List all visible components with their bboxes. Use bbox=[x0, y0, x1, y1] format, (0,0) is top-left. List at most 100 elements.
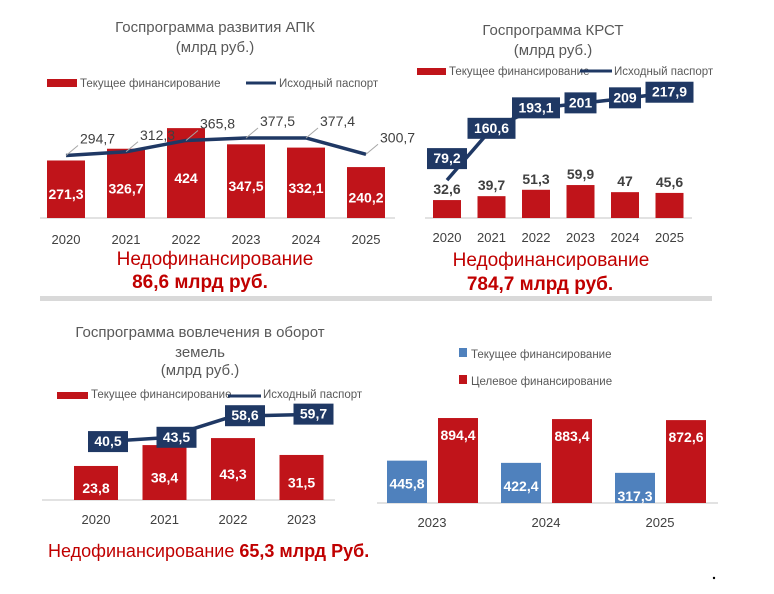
line-value-label: 193,1 bbox=[518, 99, 553, 115]
bar-value-label: 38,4 bbox=[151, 470, 178, 486]
line-value-box bbox=[467, 117, 516, 139]
chart-subtitle: (млрд руб.) bbox=[176, 39, 255, 56]
line-value-box bbox=[512, 97, 560, 119]
bar bbox=[347, 167, 385, 218]
line-series bbox=[65, 136, 367, 158]
bar-value-label: 51,3 bbox=[522, 171, 549, 187]
bar-value-label: 883,4 bbox=[554, 428, 589, 444]
legend-label-line: Исходный паспорт bbox=[263, 389, 363, 401]
chart-subtitle: (млрд руб.) bbox=[161, 362, 240, 379]
x-tick-label: 2023 bbox=[566, 230, 595, 245]
chart-land: Госпрограмма вовлечения в оборот земель … bbox=[42, 324, 369, 561]
label-leader bbox=[245, 127, 259, 139]
x-tick-label: 2023 bbox=[287, 512, 316, 527]
bar-value-label: 31,5 bbox=[288, 474, 315, 490]
bar-value-label: 894,4 bbox=[440, 427, 475, 443]
bar bbox=[287, 147, 325, 218]
bar-value-label: 59,9 bbox=[567, 166, 594, 182]
line-value-label: 377,4 bbox=[320, 113, 355, 129]
bar bbox=[438, 418, 478, 503]
bar-value-label: 39,7 bbox=[478, 177, 505, 193]
legend-label-line: Исходный паспорт bbox=[614, 66, 714, 78]
chart-title: Госпрограмма развития АПК bbox=[115, 19, 315, 36]
line-value-label: 209 bbox=[613, 89, 637, 105]
x-tick-label: 2025 bbox=[646, 515, 675, 530]
x-tick-label: 2020 bbox=[82, 512, 111, 527]
line-value-label: 40,5 bbox=[94, 433, 121, 449]
x-tick-label: 2023 bbox=[232, 232, 261, 247]
x-tick-label: 2020 bbox=[433, 230, 462, 245]
x-tick-label: 2025 bbox=[352, 232, 381, 247]
bar-value-label: 45,6 bbox=[656, 174, 683, 190]
legend-swatch-target bbox=[459, 375, 467, 384]
legend-swatch-bar bbox=[57, 392, 88, 399]
legend-swatch-current bbox=[459, 348, 467, 357]
deficit-note: Недофинансирование 65,3 млрд Руб. bbox=[48, 541, 369, 561]
legend-label-bar: Текущее финансирование bbox=[449, 66, 590, 78]
label-leader bbox=[185, 130, 199, 141]
line-value-label: 58,6 bbox=[231, 407, 258, 423]
line-value-box bbox=[225, 405, 265, 427]
deficit-label: Недофинансирование bbox=[48, 541, 239, 561]
bar bbox=[566, 185, 595, 218]
bar bbox=[522, 189, 550, 218]
line-value-label: 365,8 bbox=[200, 115, 235, 131]
legend-swatch-bar bbox=[47, 79, 77, 87]
x-tick-label: 2021 bbox=[150, 512, 179, 527]
chart-apk: Госпрограмма развития АПК (млрд руб.) Те… bbox=[40, 19, 415, 293]
bar bbox=[611, 192, 639, 218]
bar-value-label: 872,6 bbox=[668, 429, 703, 445]
line-series bbox=[95, 412, 302, 444]
x-tick-label: 2023 bbox=[418, 515, 447, 530]
bar-value-label: 347,5 bbox=[228, 178, 263, 194]
bar bbox=[279, 454, 324, 500]
label-leader bbox=[305, 127, 319, 139]
line-value-box bbox=[88, 431, 128, 453]
x-tick-label: 2021 bbox=[477, 230, 506, 245]
bar bbox=[387, 460, 427, 503]
bar bbox=[477, 196, 506, 218]
x-tick-label: 2021 bbox=[112, 232, 141, 247]
label-leader bbox=[65, 145, 79, 156]
deficit-value: 86,6 млрд руб. bbox=[132, 272, 268, 293]
line-value-label: 294,7 bbox=[80, 131, 115, 147]
bar-value-label: 23,8 bbox=[82, 480, 109, 496]
dot bbox=[712, 576, 716, 580]
x-tick-label: 2022 bbox=[219, 512, 248, 527]
deficit-label: Недофинансирование bbox=[117, 249, 314, 270]
deficit-value: 784,7 млрд руб. bbox=[467, 274, 613, 295]
chart-krst: Госпрограмма КРСТ (млрд руб.) Текущее фи… bbox=[417, 22, 714, 295]
bar bbox=[552, 419, 592, 503]
bar bbox=[501, 462, 541, 503]
bar bbox=[47, 160, 85, 218]
line-value-label: 300,7 bbox=[380, 129, 415, 145]
x-tick-label: 2024 bbox=[292, 232, 321, 247]
bar-value-label: 326,7 bbox=[108, 180, 143, 196]
x-tick-label: 2024 bbox=[532, 515, 561, 530]
bar-value-label: 271,3 bbox=[48, 186, 83, 202]
chart-subtitle: (млрд руб.) bbox=[514, 42, 593, 59]
line-value-box bbox=[427, 148, 467, 170]
legend-label-current: Текущее финансирование bbox=[471, 349, 612, 361]
legend-label-bar: Текущее финансирование bbox=[80, 78, 221, 90]
x-tick-label: 2025 bbox=[655, 230, 684, 245]
legend-swatch-bar bbox=[417, 68, 446, 75]
line-value-box bbox=[564, 92, 597, 114]
line-value-label: 79,2 bbox=[433, 150, 460, 166]
bar-value-label: 317,3 bbox=[617, 488, 652, 504]
line-value-box bbox=[293, 403, 334, 425]
section-divider bbox=[40, 296, 712, 301]
chart-funding-comparison: Текущее финансирование Целевое финансиро… bbox=[377, 348, 718, 530]
x-tick-label: 2022 bbox=[522, 230, 551, 245]
bar-value-label: 240,2 bbox=[348, 190, 383, 206]
bar bbox=[615, 472, 655, 503]
bar-value-label: 32,6 bbox=[433, 181, 460, 197]
x-tick-label: 2020 bbox=[52, 232, 81, 247]
bar-value-label: 43,3 bbox=[219, 466, 246, 482]
line-value-label: 160,6 bbox=[474, 120, 509, 136]
line-value-label: 377,5 bbox=[260, 113, 295, 129]
bar bbox=[142, 445, 187, 500]
line-value-box bbox=[645, 81, 694, 103]
legend-label-line: Исходный паспорт bbox=[279, 78, 379, 90]
bar bbox=[107, 148, 145, 218]
